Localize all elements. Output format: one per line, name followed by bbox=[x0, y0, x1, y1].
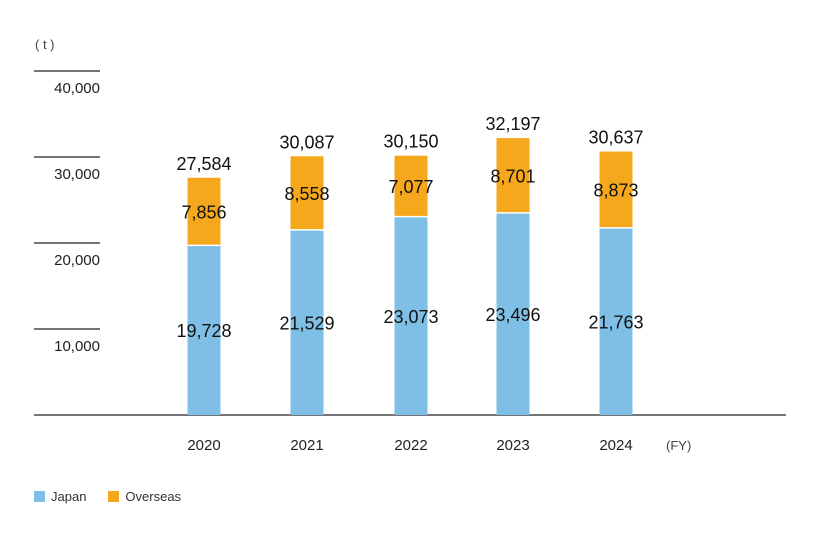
legend-swatch-japan bbox=[34, 491, 45, 502]
bar-overseas-2021 bbox=[290, 156, 324, 230]
bar-overseas-2022 bbox=[394, 155, 428, 217]
data-label-overseas-2022: 7,077 bbox=[388, 177, 433, 197]
data-label-overseas-2020: 7,856 bbox=[181, 203, 226, 223]
data-label-japan-2024: 21,763 bbox=[588, 312, 643, 332]
data-label-japan-2020: 19,728 bbox=[176, 321, 231, 341]
y-tick-label-3: 40,000 bbox=[54, 80, 100, 97]
data-label-overseas-2023: 8,701 bbox=[490, 167, 535, 187]
legend-label-japan: Japan bbox=[51, 489, 87, 504]
y-tick-label-0: 10,000 bbox=[54, 338, 100, 355]
bar-japan-2020 bbox=[187, 245, 221, 415]
total-label-2024: 30,637 bbox=[588, 128, 643, 148]
legend-item-japan: Japan bbox=[34, 489, 86, 504]
total-label-2020: 27,584 bbox=[176, 154, 231, 174]
legend-swatch-overseas bbox=[108, 491, 120, 502]
bar-overseas-2020 bbox=[187, 177, 221, 246]
legend-label-overseas: Overseas bbox=[125, 489, 182, 504]
bar-overseas-2024 bbox=[599, 151, 633, 228]
legend-item-overseas: Overseas bbox=[108, 489, 181, 504]
y-tick-label-2: 30,000 bbox=[54, 166, 100, 183]
legend: Japan Overseas bbox=[34, 489, 181, 504]
total-label-2023: 32,197 bbox=[485, 114, 540, 134]
data-label-japan-2023: 23,496 bbox=[485, 305, 540, 325]
data-label-japan-2022: 23,073 bbox=[383, 307, 438, 327]
bar-japan-2022 bbox=[394, 216, 428, 415]
bar-japan-2023 bbox=[496, 212, 530, 415]
x-tick-label-2024: 2024 bbox=[599, 437, 632, 454]
x-tick-label-2021: 2021 bbox=[290, 437, 323, 454]
x-axis-suffix: (FY) bbox=[666, 438, 691, 453]
data-label-japan-2021: 21,529 bbox=[279, 313, 334, 333]
data-label-overseas-2024: 8,873 bbox=[593, 181, 638, 201]
x-tick-label-2023: 2023 bbox=[496, 437, 529, 454]
data-label-overseas-2021: 8,558 bbox=[284, 184, 329, 204]
x-tick-label-2020: 2020 bbox=[187, 437, 220, 454]
x-tick-label-2022: 2022 bbox=[394, 437, 427, 454]
y-unit-label: ( t ) bbox=[35, 37, 55, 52]
bar-overseas-2023 bbox=[496, 138, 530, 213]
total-label-2022: 30,150 bbox=[383, 132, 438, 152]
bar-japan-2024 bbox=[599, 227, 633, 415]
total-label-2021: 30,087 bbox=[279, 132, 334, 152]
y-tick-label-1: 20,000 bbox=[54, 252, 100, 269]
bar-japan-2021 bbox=[290, 229, 324, 415]
